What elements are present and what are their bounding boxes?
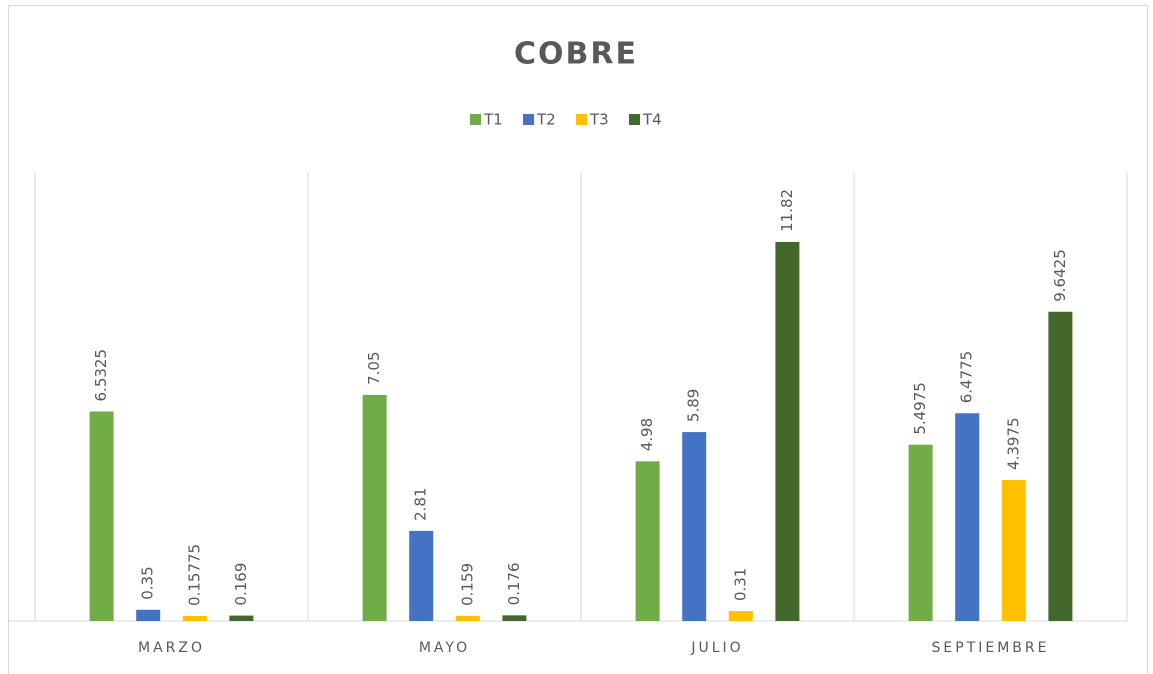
bar [635, 461, 660, 621]
bar [455, 615, 480, 621]
value-label: 5.4975 [911, 382, 929, 435]
bar [775, 241, 800, 621]
value-label: 9.6425 [1051, 249, 1069, 302]
bar [362, 394, 387, 621]
value-label: 6.4775 [958, 351, 976, 404]
bar [682, 432, 707, 621]
value-label: 6.5325 [92, 349, 110, 402]
bar [1048, 311, 1073, 621]
bar [502, 615, 527, 621]
value-label: 0.31 [731, 568, 749, 601]
x-tick-label: MAYO [419, 640, 470, 656]
legend-swatch [523, 114, 534, 125]
bar [1001, 479, 1026, 621]
value-label: 0.15775 [185, 544, 203, 606]
legend-swatch [470, 114, 481, 125]
value-label: 7.05 [365, 351, 383, 384]
bar [728, 611, 753, 621]
value-label: 4.98 [638, 418, 656, 451]
legend-swatch [576, 114, 587, 125]
legend-label: T4 [642, 111, 662, 129]
value-label: 0.159 [458, 563, 476, 606]
legend-label: T2 [536, 111, 556, 129]
value-label: 0.176 [505, 562, 523, 605]
value-label: 5.89 [685, 389, 703, 422]
value-label: 0.35 [139, 566, 157, 599]
bar [89, 411, 114, 621]
bar [908, 444, 933, 621]
bar [136, 609, 161, 621]
bar [182, 615, 207, 621]
legend-swatch [629, 114, 640, 125]
bar [409, 530, 434, 621]
value-label: 11.82 [778, 189, 796, 232]
chart-title: COBRE [514, 37, 638, 72]
value-label: 4.3975 [1004, 417, 1022, 470]
x-tick-label: JULIO [690, 640, 743, 656]
bar [955, 413, 980, 621]
bar [229, 615, 254, 621]
x-tick-label: MARZO [138, 640, 205, 656]
value-label: 2.81 [412, 487, 430, 520]
legend-label: T1 [483, 111, 503, 129]
x-tick-label: SEPTIEMBRE [932, 640, 1050, 656]
value-label: 0.169 [232, 563, 250, 606]
legend-label: T3 [589, 111, 609, 129]
